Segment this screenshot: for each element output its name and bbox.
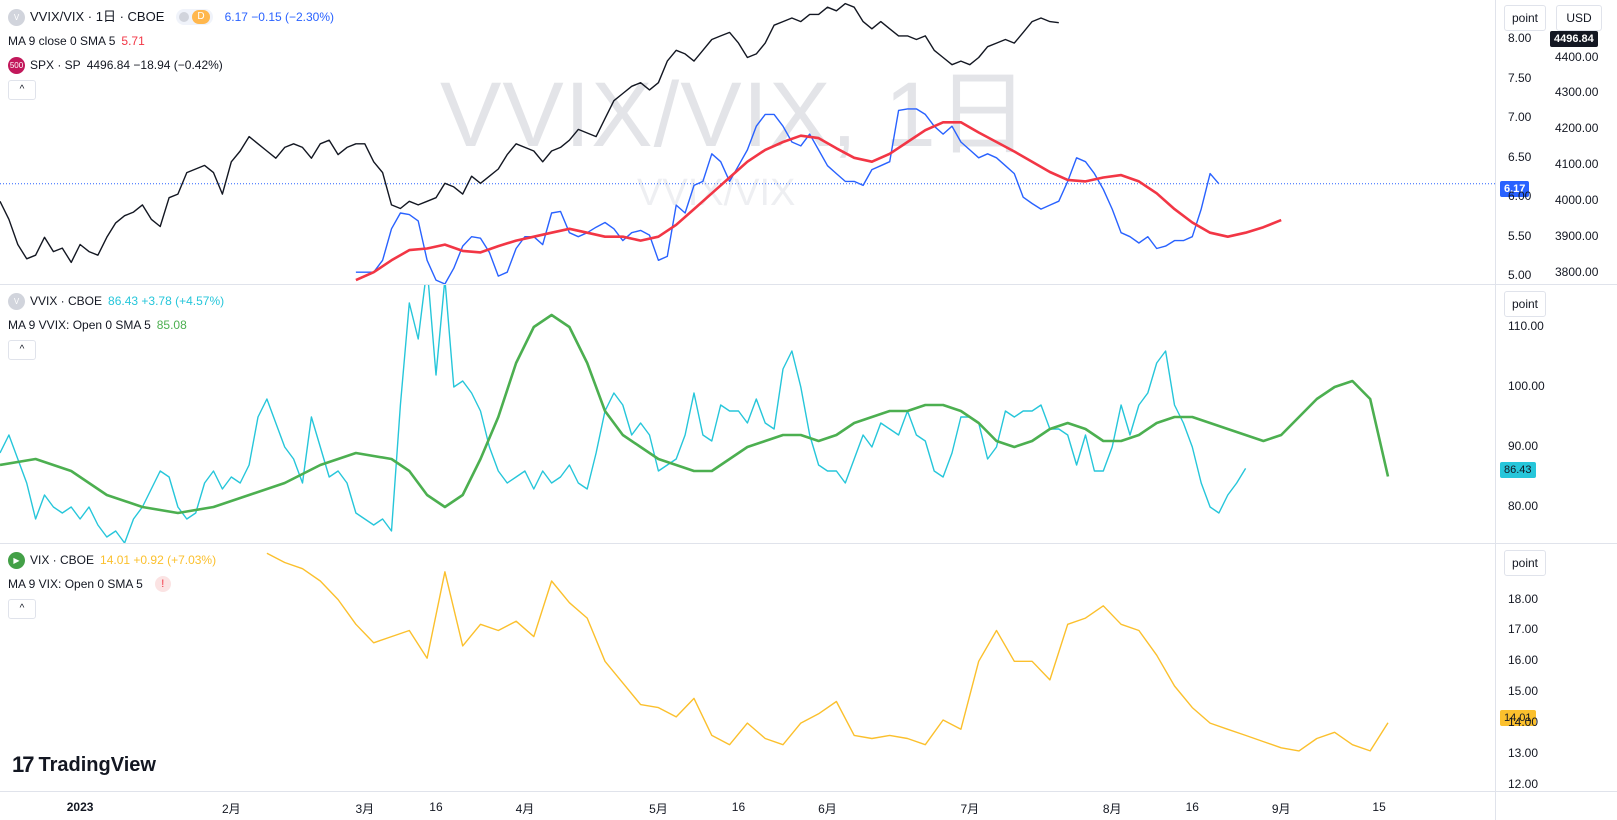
ma-label[interactable]: MA 9 close 0 SMA 5: [8, 34, 116, 48]
brand-text: TradingView: [38, 753, 156, 776]
x-tick-label: 4月: [515, 802, 535, 816]
y-tick-ratio: 5.50: [1508, 228, 1532, 243]
ratio-price: 6.17 −0.15 (−2.30%): [224, 10, 335, 24]
y-tick-vvix: 110.00: [1508, 319, 1544, 333]
price-axis-divider: [1495, 0, 1496, 820]
ratio-last-price-tag: 6.17: [1500, 181, 1530, 197]
collapse-legend-button[interactable]: ^: [8, 80, 36, 100]
x-tick-label: 16: [731, 800, 746, 814]
currency-button[interactable]: USD: [1556, 5, 1602, 31]
y-tick-spx: 4100.00: [1555, 157, 1599, 172]
x-tick-label: 8月: [1102, 802, 1122, 816]
warning-icon[interactable]: !: [154, 576, 171, 592]
x-tick-label: 3月: [355, 802, 375, 816]
spx-label[interactable]: SPX · SP: [30, 58, 81, 72]
y-tick-vix: 12.00: [1508, 776, 1539, 791]
y-tick-ratio: 6.00: [1508, 189, 1532, 204]
legend-pane2: V VVIX · CBOE 86.43 +3.78 (+4.57%) MA 9 …: [8, 289, 224, 360]
ma-value: 5.71: [121, 34, 145, 48]
symbol-icon: V: [8, 292, 25, 310]
chart-watermark: VVIX/VIX, 1日: [440, 64, 1030, 166]
y-tick-vix: 13.00: [1508, 745, 1539, 760]
y-tick-vvix: 90.00: [1508, 439, 1539, 453]
y-tick-spx: 3900.00: [1555, 229, 1599, 244]
x-tick-label: 15: [1372, 800, 1386, 814]
symbol-icon: V: [8, 8, 25, 26]
spx-values: 4496.84 −18.94 (−0.42%): [86, 58, 223, 72]
y-tick-spx: 4400.00: [1555, 49, 1599, 64]
series-line-vix-vix-cboe[interactable]: [266, 552, 1389, 752]
tradingview-logo-icon: 17: [12, 752, 35, 777]
vix-last-price-tag: 14.01: [1500, 710, 1536, 726]
pane-vvix[interactable]: [0, 285, 1617, 544]
x-tick-label: 7月: [960, 802, 980, 816]
series-line-vvix-ma-9[interactable]: [0, 313, 1390, 515]
collapse-legend-button[interactable]: ^: [8, 599, 36, 619]
symbol-icon: ▶: [8, 551, 25, 569]
symbol-title[interactable]: VIX · CBOE: [30, 553, 95, 567]
y-tick-ratio: 7.00: [1508, 110, 1532, 125]
data-status-badge[interactable]: D: [176, 9, 213, 25]
status-dot-icon: [179, 12, 190, 22]
y-tick-vix: 16.00: [1508, 653, 1539, 668]
x-tick-label: 2023: [66, 800, 94, 814]
y-tick-vix: 18.00: [1508, 591, 1539, 606]
series-line-vvix-vix-vvix-vix[interactable]: [355, 108, 1220, 284]
x-tick-label: 5月: [649, 802, 668, 816]
y-tick-vvix: 80.00: [1508, 499, 1539, 513]
delay-badge: D: [192, 10, 210, 24]
scale-mode-button[interactable]: point: [1504, 291, 1546, 317]
ma-value: 85.08: [156, 318, 187, 332]
vvix-last-price-tag: 86.43: [1500, 462, 1536, 478]
series-line-spx-spx-sp[interactable]: [0, 2, 1059, 264]
y-tick-vix: 15.00: [1508, 684, 1539, 699]
pane-vvix-vix[interactable]: [0, 0, 1617, 285]
y-tick-spx: 4200.00: [1555, 121, 1599, 136]
vix-price: 14.01 +0.92 (+7.03%): [100, 553, 217, 567]
y-tick-ratio: 8.00: [1508, 31, 1532, 46]
y-tick-spx: 4300.00: [1555, 85, 1599, 100]
pane-vix[interactable]: [0, 544, 1617, 792]
chart-watermark-sub: VVIX/VIX: [637, 172, 796, 214]
y-tick-ratio: 5.00: [1508, 268, 1532, 283]
x-tick-label: 2月: [221, 802, 241, 816]
x-tick-label: 16: [429, 800, 443, 814]
tradingview-logo[interactable]: 17 TradingView: [12, 752, 156, 778]
spx-icon: 500: [8, 56, 25, 74]
y-tick-ratio: 6.50: [1508, 149, 1532, 164]
series-line-vvix-vix-ma-9[interactable]: [355, 121, 1282, 282]
x-tick-label: 9月: [1271, 802, 1291, 816]
series-line-vvix-vvix-cboe[interactable]: [0, 267, 1247, 543]
y-tick-vix: 17.00: [1508, 622, 1539, 637]
x-tick-label: 16: [1185, 800, 1199, 814]
vvix-price: 86.43 +3.78 (+4.57%): [108, 294, 225, 308]
collapse-legend-button[interactable]: ^: [8, 340, 36, 360]
y-tick-ratio: 7.50: [1508, 70, 1532, 85]
scale-mode-button[interactable]: point: [1504, 550, 1546, 576]
spx-last-price-tag: 4496.84: [1550, 31, 1598, 47]
scale-mode-button[interactable]: point: [1504, 5, 1546, 31]
legend-pane3: ▶ VIX · CBOE 14.01 +0.92 (+7.03%) MA 9 V…: [8, 548, 216, 619]
legend-pane1: V VVIX/VIX · 1日 · CBOE D 6.17 −0.15 (−2.…: [8, 5, 334, 100]
y-tick-vvix: 100.00: [1508, 379, 1545, 393]
symbol-title[interactable]: VVIX/VIX · 1日 · CBOE: [30, 9, 165, 24]
x-tick-label: 6月: [818, 802, 837, 816]
y-tick-vix: 14.00: [1508, 715, 1539, 730]
y-tick-spx: 3800.00: [1555, 265, 1599, 280]
ma-label[interactable]: MA 9 VVIX: Open 0 SMA 5: [8, 318, 151, 332]
symbol-title[interactable]: VVIX · CBOE: [30, 294, 103, 308]
ma-label[interactable]: MA 9 VIX: Open 0 SMA 5: [8, 577, 143, 591]
y-tick-spx: 4000.00: [1555, 193, 1599, 208]
